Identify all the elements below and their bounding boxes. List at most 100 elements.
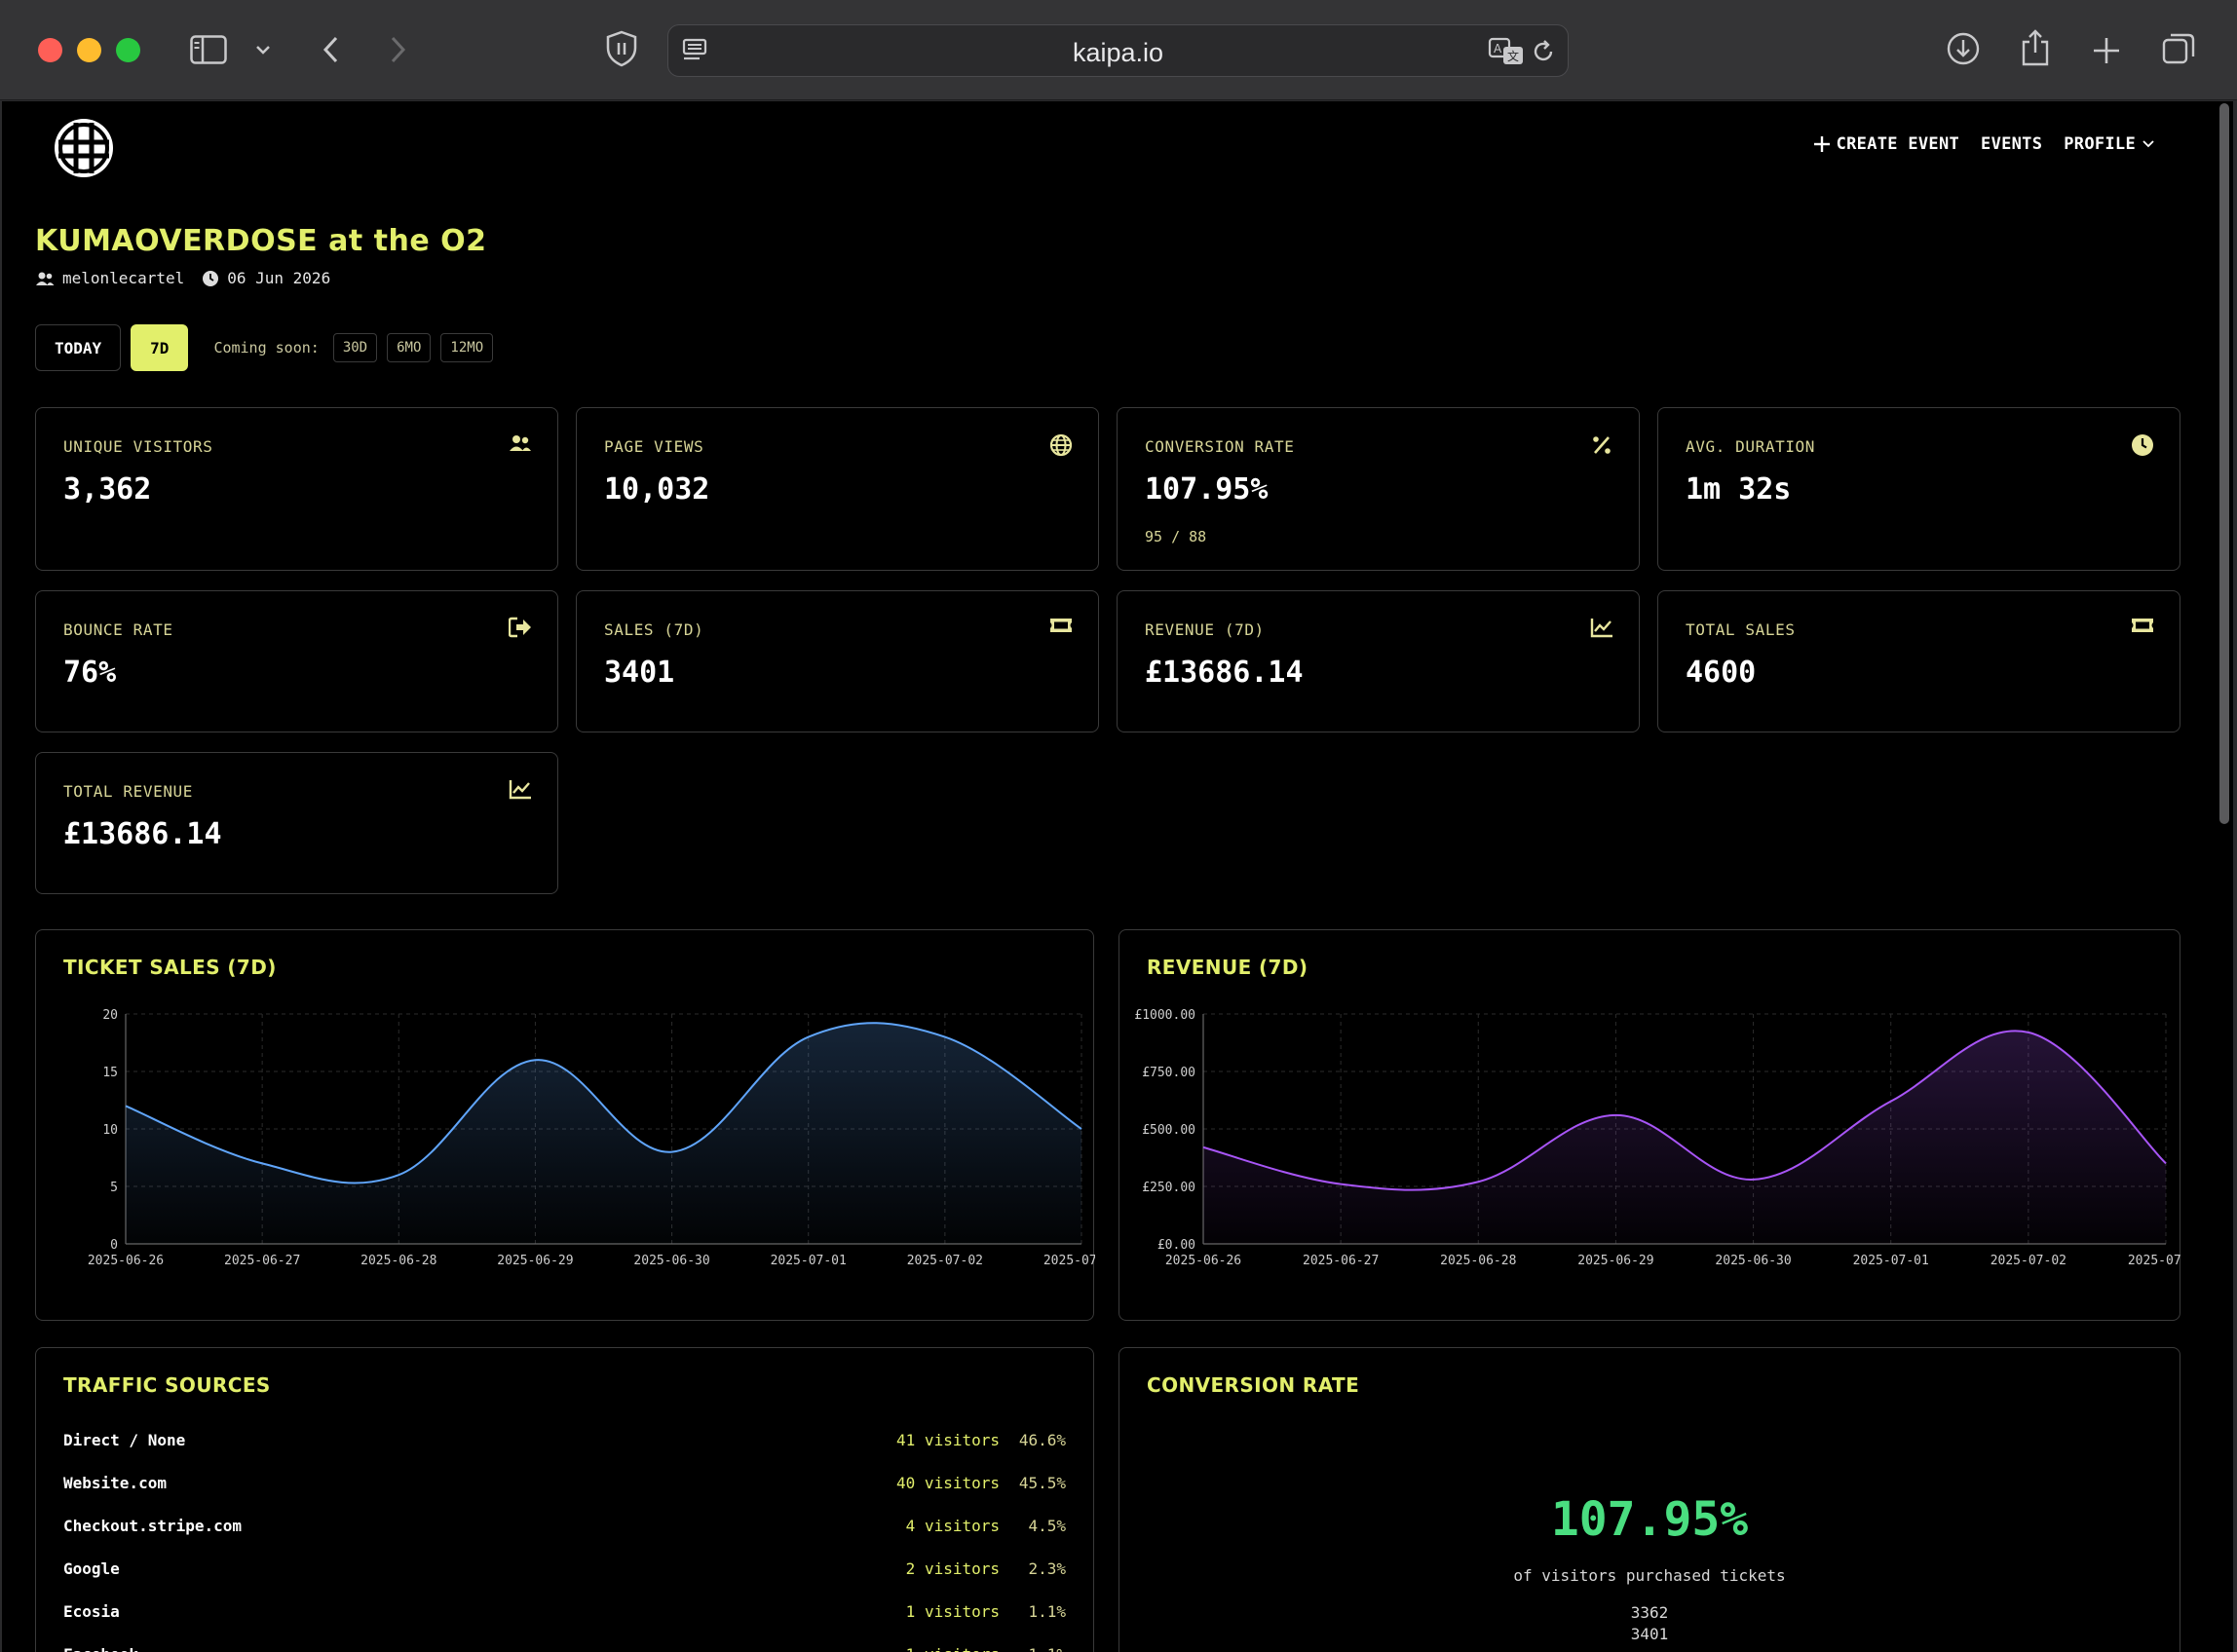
clock-icon [2131,433,2154,457]
sidebar-toggle-icon[interactable] [189,33,228,66]
conversion-value: 107.95% [1550,1492,1749,1547]
event-organizer: melonlecartel [62,269,185,287]
traffic-source-visitors: 1 visitors [906,1645,1000,1652]
x-tick-label: 2025-07-02 [907,1254,983,1268]
stat-label: AVG. DURATION [1686,437,1816,456]
stat-label: PAGE VIEWS [604,437,704,456]
stat-card-total-sales: TOTAL SALES 4600 [1657,590,2180,732]
chart-line-icon [509,778,532,802]
stat-value: 3401 [604,656,675,690]
stat-card-revenue-7d: REVENUE (7D) £13686.14 [1117,590,1640,732]
stat-value: £13686.14 [63,817,222,851]
traffic-source-percent: 1.1% [1028,1601,1066,1621]
stat-value: 1m 32s [1686,472,1792,507]
scrollbar-thumb[interactable] [2219,103,2229,824]
traffic-source-row: Facebook 1 visitors 1.1% [63,1633,1066,1652]
globe-icon [1049,433,1073,457]
y-tick-label: £1000.00 [1134,1008,1195,1023]
traffic-source-visitors: 1 visitors [905,1601,1000,1621]
profile-label: PROFILE [2064,134,2136,154]
traffic-source-row: Checkout.stripe.com 4 visitors 4.5% [63,1504,1066,1547]
x-tick-label: 2025-07-03 [1043,1254,1095,1268]
stat-card-conversion-rate: CONVERSION RATE 107.95% 95 / 88 [1117,407,1640,571]
tab-overview-icon[interactable] [2159,29,2198,68]
stat-card-avg-duration: AVG. DURATION 1m 32s [1657,407,2180,571]
stat-value: 4600 [1686,656,1757,690]
event-title: KUMAOVERDOSE at the O2 [35,224,487,258]
forward-icon[interactable] [384,33,413,66]
revenue-chart: £0.00 £250.00 £500.00 £750.00 £1000.00 2025-0… [1134,1008,2181,1268]
url-text: kaipa.io [1072,38,1164,67]
kaipa-logo[interactable] [53,117,115,179]
stat-label: BOUNCE RATE [63,620,173,639]
conversion-caption: of visitors purchased tickets [1513,1566,1786,1585]
traffic-source-name: Website.com [63,1473,167,1492]
scrollbar[interactable] [2216,101,2233,1652]
traffic-source-percent: 4.5% [1028,1516,1066,1535]
traffic-source-name: Google [63,1558,120,1578]
traffic-source-percent: 1.1% [1017,1645,1066,1652]
page-menu-icon[interactable] [680,37,709,64]
exit-icon [508,617,532,640]
series-area [126,1023,1081,1244]
close-window-button[interactable] [38,38,62,62]
download-icon[interactable] [1944,29,1983,68]
conversion-visitors: 3362 [1630,1603,1669,1622]
traffic-source-row: Ecosia 1 visitors 1.1% [63,1590,1066,1633]
traffic-source-name: Ecosia [63,1601,120,1621]
back-icon[interactable] [316,33,345,66]
stat-card-page-views: PAGE VIEWS 10,032 [576,407,1099,571]
events-link[interactable]: EVENTS [1981,134,2043,154]
ticket-sales-panel: TICKET SALES (7D) 0 5 10 15 20 2025-06-26 2025… [35,929,1095,1321]
reload-icon[interactable] [1529,37,1558,66]
ticket-icon [1049,617,1073,640]
top-nav: CREATE EVENT EVENTS PROFILE [1813,134,2155,154]
share-icon[interactable] [2016,27,2055,68]
stat-sub: 95 / 88 [1145,528,1207,545]
range-7d-button[interactable]: 7D [131,324,189,371]
create-event-label: CREATE EVENT [1836,134,1960,154]
event-date: 06 Jun 2026 [227,269,331,287]
x-tick-label: 2025-06-28 [360,1254,436,1268]
shield-icon[interactable] [602,29,641,68]
ticket-icon [2131,617,2154,640]
stat-card-total-revenue: TOTAL REVENUE £13686.14 [35,752,558,894]
chart-line-icon [1590,617,1613,640]
traffic-source-visitors: 4 visitors [905,1516,1000,1535]
panel-title: TRAFFIC SOURCES [63,1373,271,1397]
users-icon [36,272,55,285]
x-tick-label: 2025-06-27 [224,1254,300,1268]
x-tick-label: 2025-07-02 [1991,1254,2066,1268]
profile-menu[interactable]: PROFILE [2064,134,2155,154]
coming-soon-label: Coming soon: [213,339,320,357]
traffic-source-visitors: 40 visitors [896,1473,1000,1492]
users-icon [509,433,532,457]
x-tick-label: 2025-06-26 [88,1254,164,1268]
x-tick-label: 2025-06-29 [1577,1254,1653,1268]
series-line [1202,1030,2167,1191]
range-30d-badge: 30D [332,333,378,362]
x-tick-label: 2025-07-01 [771,1254,847,1268]
traffic-source-row: Direct / None 41 visitors 46.6% [63,1418,1066,1461]
range-today-button[interactable]: TODAY [35,324,122,371]
maximize-window-button[interactable] [116,38,140,62]
new-tab-icon[interactable] [2087,31,2126,70]
chevron-down-icon[interactable] [251,39,275,60]
time-range-selector: TODAY 7D Coming soon: 30D 6MO 12MO [35,324,494,371]
y-tick-label: £250.00 [1142,1181,1195,1195]
minimize-window-button[interactable] [77,38,101,62]
y-tick-label: £0.00 [1157,1238,1195,1253]
y-tick-label: 10 [102,1123,118,1138]
stat-label: REVENUE (7D) [1145,620,1265,639]
page: CREATE EVENT EVENTS PROFILE KUMAOVERDOSE… [2,101,2233,1652]
y-tick-label: 20 [102,1008,118,1023]
create-event-button[interactable]: CREATE EVENT [1813,134,1959,154]
chevron-down-icon [2142,140,2154,148]
traffic-source-visitors: 41 visitors [896,1430,1000,1449]
panel-title: REVENUE (7D) [1147,956,1308,979]
x-tick-label: 2025-06-28 [1440,1254,1516,1268]
conversion-sales: 3401 [1630,1625,1669,1643]
clock-icon [203,270,219,286]
